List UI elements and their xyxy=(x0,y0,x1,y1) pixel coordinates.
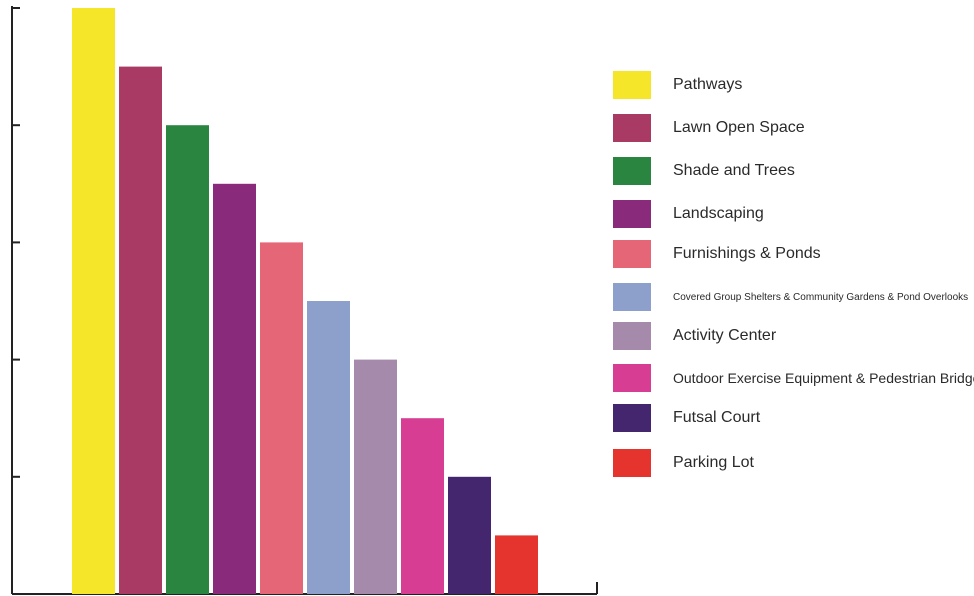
bar xyxy=(495,535,538,594)
bar xyxy=(72,8,115,594)
bar xyxy=(307,301,350,594)
bar xyxy=(213,183,256,595)
bar xyxy=(448,476,491,594)
bar xyxy=(401,418,444,594)
bar xyxy=(119,66,162,595)
bar xyxy=(354,359,397,594)
bar xyxy=(166,125,209,594)
chart-bars xyxy=(72,8,538,595)
bar xyxy=(260,242,303,594)
